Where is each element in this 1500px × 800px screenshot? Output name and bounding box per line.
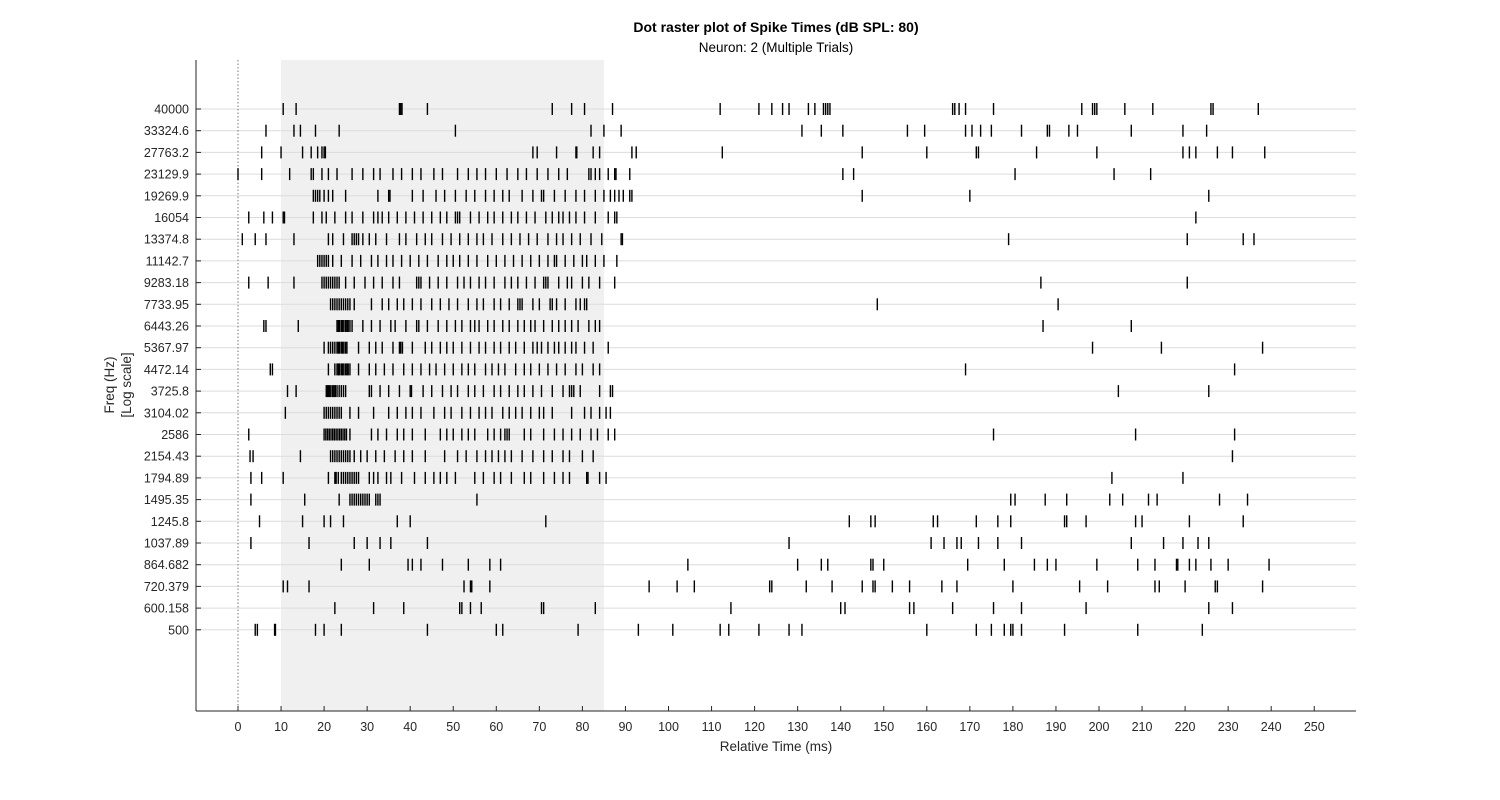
x-tick-label: 20 (317, 720, 331, 734)
y-tick-label: 5367.97 (144, 341, 189, 355)
x-tick-label: 210 (1132, 720, 1153, 734)
x-axis-label: Relative Time (ms) (720, 739, 833, 754)
x-tick-label: 90 (618, 720, 632, 734)
y-axis-label: Freq (Hz) (102, 357, 117, 414)
x-tick-label: 220 (1175, 720, 1196, 734)
x-tick-label: 70 (532, 720, 546, 734)
x-tick-label: 40 (403, 720, 417, 734)
x-tick-label: 140 (830, 720, 851, 734)
y-axis-label-group: Freq (Hz) [Log scale] (102, 352, 134, 417)
y-axis-scale-note: [Log scale] (119, 352, 134, 417)
chart-title: Dot raster plot of Spike Times (dB SPL: … (633, 19, 918, 35)
x-tick-label: 150 (873, 720, 894, 734)
plot-area: 0 10 20 30 40 50 60 70 80 90 100 110 120 130 140 150 160… (144, 60, 1356, 734)
x-tick-label: 190 (1046, 720, 1067, 734)
y-tick-label: 600.158 (144, 602, 189, 616)
y-axis-ticks: 500 600.158 720.379 864.682 1037.89 1245.8 149… (144, 103, 201, 637)
y-tick-label: 1245.8 (151, 515, 189, 529)
y-tick-label: 13374.8 (144, 233, 189, 247)
x-tick-label: 110 (702, 720, 722, 734)
x-tick-label: 180 (1002, 720, 1023, 734)
grid-lines (196, 108, 1356, 631)
y-tick-label: 7733.95 (144, 298, 189, 312)
x-tick-label: 170 (959, 720, 980, 734)
y-tick-label: 2586 (161, 428, 189, 442)
x-tick-label: 100 (658, 720, 679, 734)
y-tick-label: 3104.02 (144, 406, 189, 420)
chart-subtitle: Neuron: 2 (Multiple Trials) (699, 40, 854, 55)
x-axis-ticks: 0 10 20 30 40 50 60 70 80 90 100 110 120 130 140 150 160… (235, 706, 1325, 734)
y-tick-label: 3725.8 (151, 385, 189, 399)
x-tick-label: 130 (787, 720, 808, 734)
y-tick-label: 500 (168, 623, 189, 637)
y-tick-label: 40000 (154, 103, 189, 117)
x-tick-label: 30 (360, 720, 374, 734)
y-tick-label: 33324.6 (144, 124, 189, 138)
x-tick-label: 10 (274, 720, 288, 734)
x-tick-label: 230 (1218, 720, 1239, 734)
y-tick-label: 23129.9 (144, 168, 189, 182)
y-tick-label: 1495.35 (144, 493, 189, 507)
y-tick-label: 4472.14 (144, 363, 189, 377)
spike-marks (237, 103, 1270, 636)
y-tick-label: 19269.9 (144, 189, 189, 203)
x-tick-label: 60 (489, 720, 503, 734)
x-tick-label: 240 (1261, 720, 1282, 734)
y-tick-label: 6443.26 (144, 320, 189, 334)
x-tick-label: 200 (1089, 720, 1110, 734)
y-tick-label: 27763.2 (144, 146, 189, 160)
y-tick-label: 1037.89 (144, 537, 189, 551)
x-tick-label: 80 (575, 720, 589, 734)
y-tick-label: 16054 (154, 211, 189, 225)
y-tick-label: 1794.89 (144, 471, 189, 485)
y-tick-label: 9283.18 (144, 276, 189, 290)
x-tick-label: 160 (916, 720, 937, 734)
x-tick-label: 120 (744, 720, 765, 734)
x-tick-label: 250 (1304, 720, 1325, 734)
y-tick-label: 11142.7 (146, 254, 189, 268)
y-tick-label: 720.379 (144, 580, 189, 594)
y-tick-label: 2154.43 (144, 450, 189, 464)
x-tick-label: 0 (235, 720, 242, 734)
y-tick-label: 864.682 (144, 558, 189, 572)
x-tick-label: 50 (446, 720, 460, 734)
